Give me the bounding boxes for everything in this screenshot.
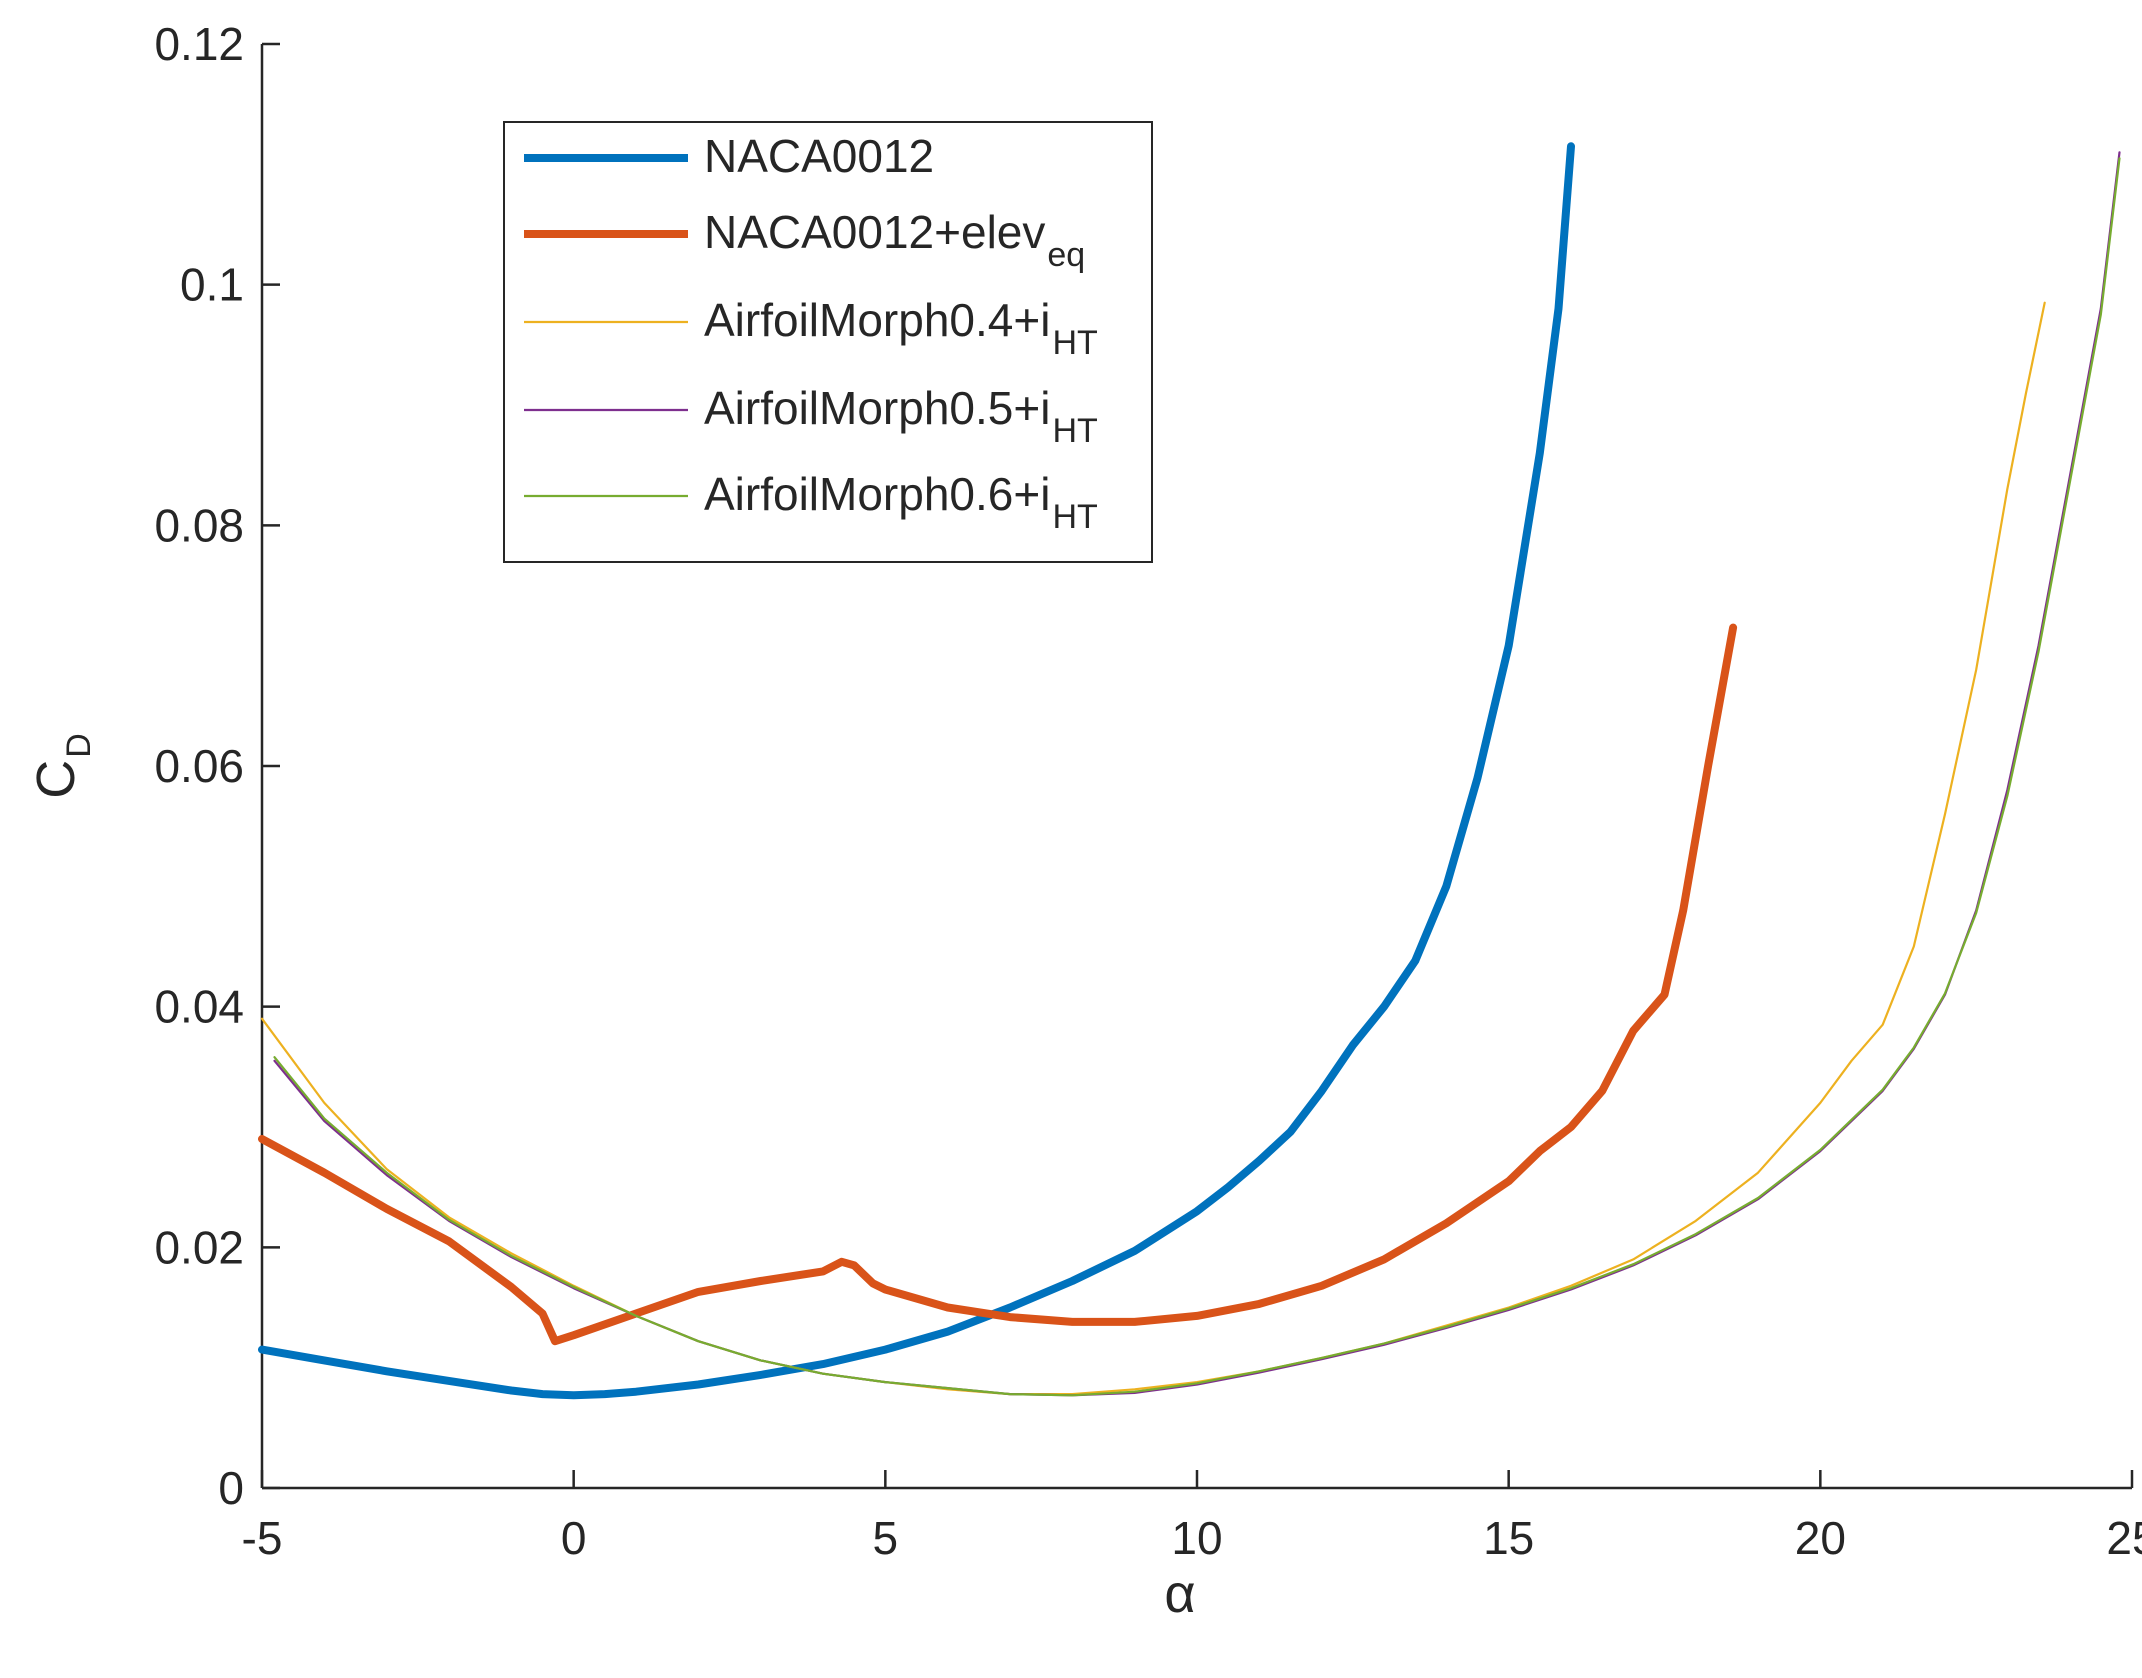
legend-label-5: AirfoilMorph0.6+iHT — [704, 468, 1098, 536]
legend-box — [503, 121, 1153, 563]
legend-label-main: AirfoilMorph0.4+i — [704, 294, 1050, 346]
x-tick-label: 15 — [1483, 1512, 1534, 1564]
y-ticks: 0 0.02 0.04 0.06 0.08 0.1 0.12 — [154, 18, 280, 1514]
y-tick-label: 0.12 — [154, 18, 244, 70]
y-tick-label: 0.04 — [154, 981, 244, 1033]
series-line-1 — [258, 142, 1575, 1400]
x-tick-label: 10 — [1171, 1512, 1222, 1564]
legend-label-1: NACA0012 — [704, 130, 934, 182]
x-tick-label: 25 — [2106, 1512, 2142, 1564]
legend-label-sub: eq — [1047, 236, 1085, 274]
legend-label-sub: HT — [1052, 498, 1097, 536]
y-tick-label: 0 — [218, 1462, 244, 1514]
x-tick-label: 0 — [561, 1512, 587, 1564]
series-line-2 — [258, 623, 1738, 1346]
legend-label-4: AirfoilMorph0.5+iHT — [704, 382, 1098, 450]
y-tick-label: 0.1 — [180, 259, 244, 311]
svg-text:CD: CD — [26, 733, 98, 799]
x-tick-label: 5 — [873, 1512, 899, 1564]
legend-label-main: NACA0012 — [704, 130, 934, 182]
legend-label-3: AirfoilMorph0.4+iHT — [704, 294, 1098, 362]
legend-label-main: AirfoilMorph0.6+i — [704, 468, 1050, 520]
legend-label-sub: HT — [1052, 324, 1097, 362]
y-axis-title-main: C — [26, 760, 86, 799]
y-tick-label: 0.08 — [154, 499, 244, 551]
y-tick-label: 0.02 — [154, 1221, 244, 1273]
series-layer — [258, 142, 2121, 1400]
legend: NACA0012 NACA0012+eleveq AirfoilMorph0.4+i… — [503, 121, 1153, 563]
legend-label-main: NACA0012+elev — [704, 206, 1045, 258]
x-tick-label: -5 — [242, 1512, 283, 1564]
legend-label-main: AirfoilMorph0.5+i — [704, 382, 1050, 434]
y-tick-label: 0.06 — [154, 740, 244, 792]
series-line-5 — [273, 157, 2121, 1397]
x-ticks: -5 0 5 10 15 20 25 — [242, 1470, 2142, 1564]
y-axis-title-sub: D — [60, 733, 98, 758]
x-axis-title: α — [1164, 1564, 1195, 1624]
legend-label-2: NACA0012+eleveq — [704, 206, 1085, 274]
x-tick-label: 20 — [1795, 1512, 1846, 1564]
legend-label-sub: HT — [1052, 412, 1097, 450]
y-axis-title: CD — [26, 733, 98, 799]
